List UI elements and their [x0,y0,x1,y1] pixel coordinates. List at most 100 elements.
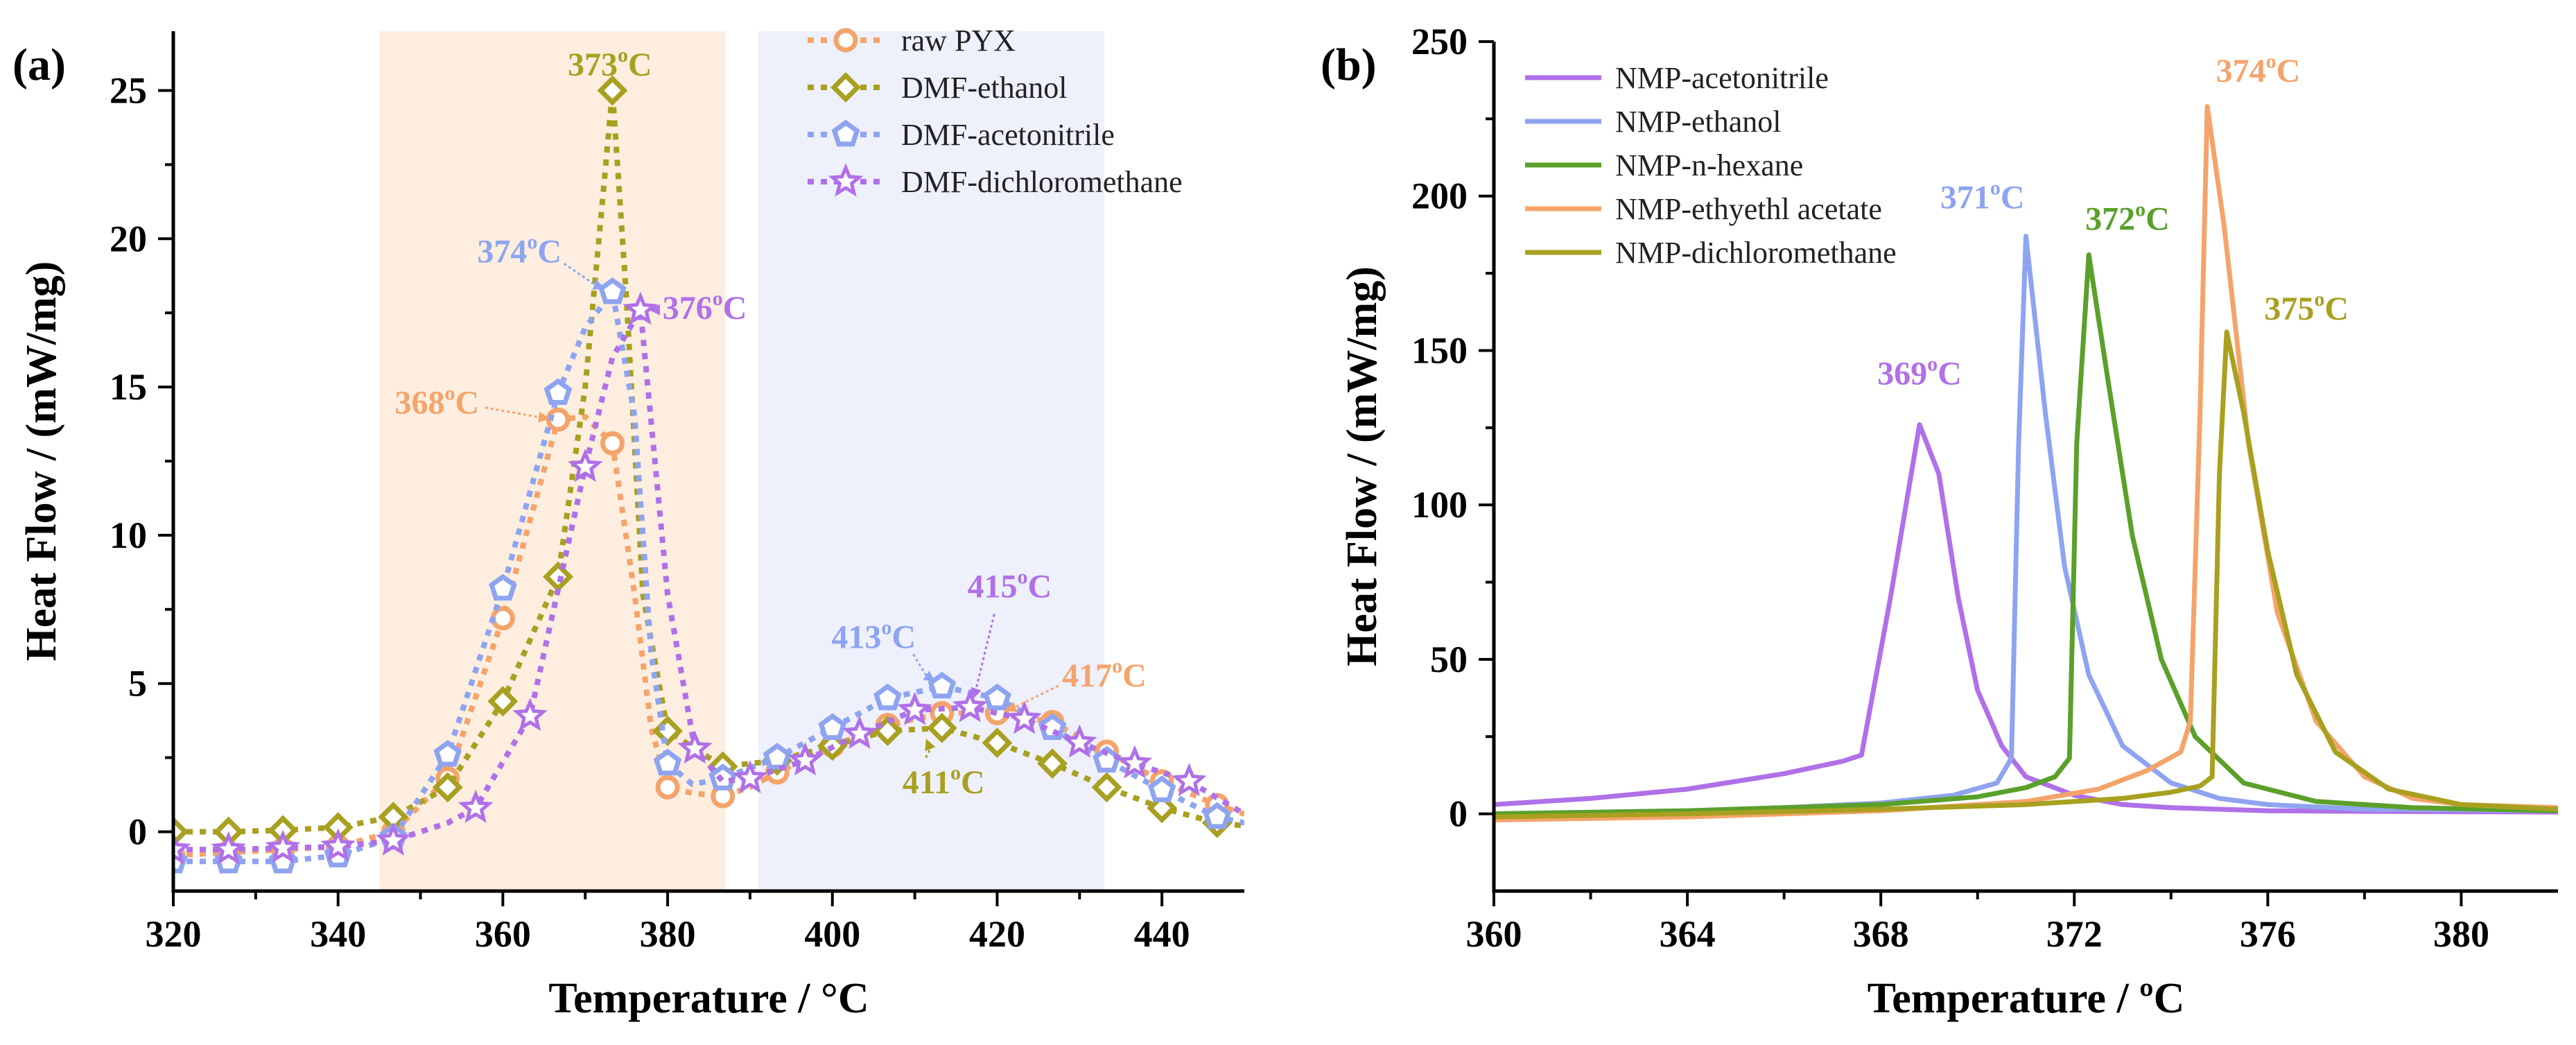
peak-annotation-unit: C [891,619,916,655]
leader-arrowhead [1004,701,1018,712]
degree-mark: o [2135,198,2146,221]
peak-annotation-value: 374 [477,234,527,270]
peak-annotation-unit: C [628,46,652,83]
peak-annotation-unit: C [2146,201,2170,238]
series-line-nmp-ethanol [1494,234,2558,817]
data-point [433,739,462,767]
data-point [173,816,189,847]
data-point [376,822,411,856]
legend-marker [831,119,860,147]
peak-annotation: 374oC [477,231,562,270]
peak-annotation: 373oC [568,44,652,83]
legend-marker [830,72,861,103]
y-tick-label: 25 [110,70,147,112]
legend-marker [828,163,864,197]
data-point [487,686,519,717]
peak-annotation-unit: C [1938,355,1962,392]
peak-annotation: 371oC [1940,177,2025,216]
legend-label: DMF-ethanol [901,71,1068,105]
series-line-nmp-acetonitrile [1494,422,2558,815]
degree-mark: o [618,44,628,67]
leader-line [975,614,995,689]
leader-line [563,262,595,286]
legend-label: NMP-ethyethl acetate [1615,192,1882,226]
data-point [653,748,682,776]
leader-line [925,748,932,759]
data-point [928,671,957,699]
leader-arrowhead [648,304,660,316]
data-point [897,691,932,725]
peak-annotation: 413oC [831,616,916,655]
data-point [1037,748,1068,779]
data-point [926,712,957,743]
leader-arrowhead [538,411,550,423]
data-point [818,713,847,741]
peak-annotation: 376oC [663,287,747,327]
peak-annotation-value: 417 [1062,657,1112,694]
peak-annotation: 411oC [903,761,985,801]
data-point [1117,745,1153,779]
peak-annotation-value: 411 [903,764,950,801]
peak-annotation: 415oC [967,566,1052,605]
data-point [1172,763,1207,797]
x-axis-title: Temperature / °C [548,975,869,1022]
y-tick-label: 20 [110,218,147,259]
data-point [600,431,625,456]
data-point [432,772,463,803]
peak-annotation-unit: C [2001,180,2025,216]
peak-annotation: 368oC [394,382,479,422]
x-tick-label: 440 [1134,913,1190,955]
panel-label: (b) [1321,40,1377,90]
legend: raw PYX DMF-ethanol DMF-acetonitrile DMF-di… [808,24,1183,199]
data-point [458,789,494,823]
x-tick-label: 380 [2433,913,2489,955]
y-tick-label: 100 [1411,484,1468,526]
data-point [952,689,988,723]
x-tick-label: 372 [2046,913,2103,955]
data-point [1203,802,1232,829]
x-tick-label: 380 [640,913,696,955]
data-point [1062,724,1097,758]
degree-mark: o [1112,655,1122,677]
chart-panel-a: 320 340 360 380 400 420 440 0 5 10 15 20 25 Temperatu… [12,24,1244,1022]
x-tick-label: 400 [804,913,860,955]
leader-arrowhead [925,739,936,752]
data-point [597,75,628,106]
y-tick-label: 50 [1430,639,1468,680]
data-point [512,698,548,732]
y-axis-title: Heat Flow / (mW/mg) [1339,266,1386,666]
legend-label: DMF-acetonitrile [901,118,1115,152]
legend-label: DMF-dichloromethane [901,165,1183,199]
peak-annotation-value: 369 [1877,355,1927,392]
peak-annotation: 372oC [2085,198,2170,238]
y-tick-label: 0 [1449,793,1468,835]
legend-label: NMP-acetonitrile [1615,61,1829,95]
leader-arrowhead [971,686,982,700]
peak-annotation-value: 374 [2216,53,2266,89]
data-point [211,831,246,865]
series-line-nmp-n-hexane [1494,252,2558,817]
peak-annotation-unit: C [961,764,985,801]
data-point [982,727,1013,759]
x-tick-label: 376 [2240,913,2296,955]
degree-mark: o [713,287,723,310]
x-tick-label: 360 [475,913,531,955]
peak-annotation-value: 376 [663,290,713,327]
peak-annotation-unit: C [1122,657,1147,694]
leader-line [485,406,539,419]
peak-annotation-unit: C [455,385,479,422]
degree-mark: o [1927,352,1938,375]
peak-annotation-value: 373 [568,46,618,83]
peak-annotation: 417oC [1062,655,1147,694]
data-point [320,828,356,862]
peak-annotation-unit: C [2324,291,2349,327]
peak-annotation: 369oC [1877,352,1962,392]
peak-annotation-value: 372 [2085,201,2135,238]
degree-mark: o [1990,177,2001,200]
degree-mark: o [881,616,891,639]
data-point [873,683,902,711]
degree-mark: o [1017,566,1027,589]
panel-label: (a) [12,40,66,90]
y-tick-label: 250 [1411,21,1468,62]
